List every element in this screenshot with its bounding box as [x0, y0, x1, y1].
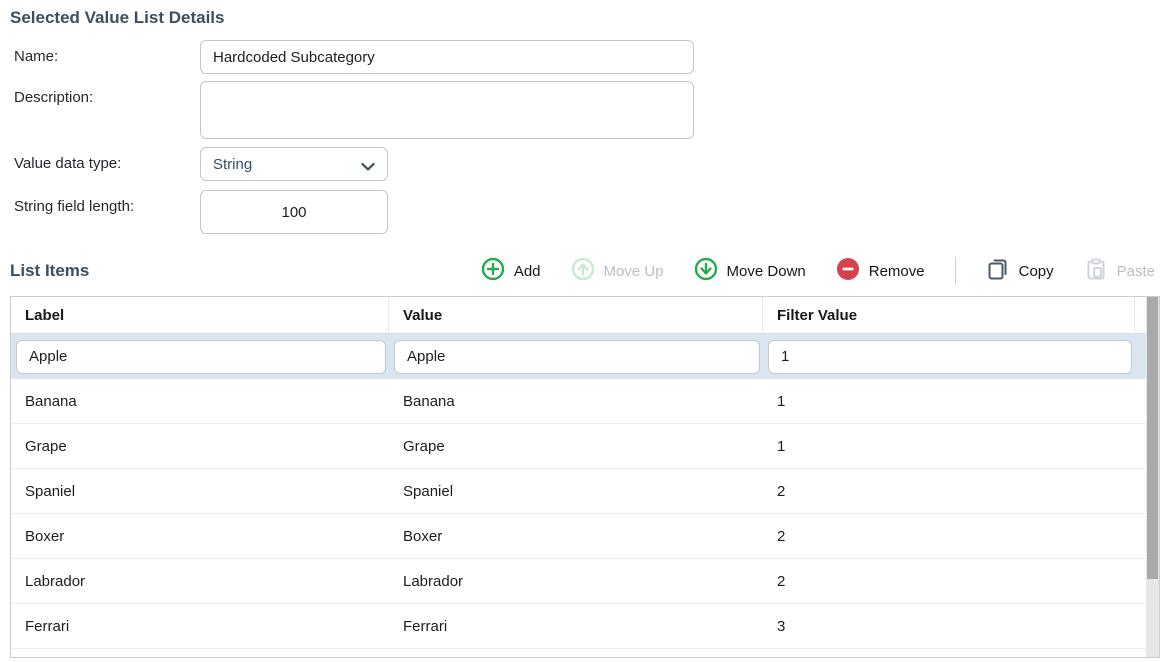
- selected-value-cell: [389, 339, 763, 374]
- paste-icon: [1084, 257, 1108, 285]
- value-data-type-selected: String: [213, 155, 253, 173]
- move-up-icon: [571, 257, 595, 285]
- cell-value: Ferrari: [403, 617, 448, 635]
- selected-filter-value-cell: [763, 339, 1135, 374]
- move-up-button[interactable]: Move Up: [571, 257, 664, 285]
- remove-button[interactable]: Remove: [836, 257, 925, 285]
- table-row[interactable]: Grape Grape 1: [11, 424, 1159, 469]
- add-label: Add: [513, 262, 541, 280]
- cell-label: Labrador: [25, 572, 86, 590]
- cell-value: Spaniel: [403, 482, 454, 500]
- move-down-button[interactable]: Move Down: [694, 257, 806, 285]
- cell-filter-value: 2: [777, 572, 786, 590]
- copy-label: Copy: [1018, 262, 1054, 280]
- cell-filter-value: 2: [777, 482, 786, 500]
- remove-icon: [836, 257, 860, 285]
- table-scrollbar[interactable]: [1146, 297, 1159, 657]
- column-header-filter-value[interactable]: Filter Value: [763, 297, 1135, 334]
- cell-value: Labrador: [403, 572, 464, 590]
- scrollbar-thumb[interactable]: [1147, 297, 1158, 579]
- paste-label: Paste: [1116, 262, 1155, 280]
- list-items-title: List Items: [10, 261, 90, 280]
- cell-label: Banana: [25, 392, 77, 410]
- table-row[interactable]: Boxer Boxer 2: [11, 514, 1159, 559]
- name-label: Name:: [14, 48, 59, 65]
- add-icon: [481, 257, 505, 285]
- value-data-type-label: Value data type:: [14, 155, 122, 172]
- list-items-table: Label Value Filter Value Banana Banana 1…: [10, 296, 1160, 658]
- table-header-row: Label Value Filter Value: [11, 297, 1159, 334]
- cell-label: Grape: [25, 437, 67, 455]
- chevron-down-icon: [361, 159, 375, 177]
- cell-filter-value: 1: [777, 437, 786, 455]
- selected-label-cell: [11, 339, 389, 374]
- column-header-value[interactable]: Value: [389, 297, 763, 334]
- table-row[interactable]: Banana Banana 1: [11, 379, 1159, 424]
- cell-value: Boxer: [403, 527, 443, 545]
- table-row[interactable]: Spaniel Spaniel 2: [11, 469, 1159, 514]
- page-title: Selected Value List Details: [10, 8, 225, 27]
- name-input[interactable]: [200, 40, 694, 74]
- string-field-length-label: String field length:: [14, 198, 135, 215]
- table-row[interactable]: Labrador Labrador 2: [11, 559, 1159, 604]
- cell-filter-value: 1: [777, 392, 786, 410]
- cell-label: Boxer: [25, 527, 65, 545]
- details-form: Name: Description: Value data type: Stri…: [0, 40, 1170, 234]
- string-field-length-input[interactable]: [200, 190, 388, 234]
- cell-value: Banana: [403, 392, 455, 410]
- cell-label: Ferrari: [25, 617, 70, 635]
- description-label: Description:: [14, 89, 94, 106]
- selected-row-filter-value-input[interactable]: [768, 339, 1132, 374]
- list-items-toolbar: Add Move Up Move Down: [481, 257, 1155, 285]
- table-row-selected[interactable]: [11, 334, 1159, 379]
- string-field-length-row: String field length:: [0, 190, 1170, 234]
- description-row: Description:: [0, 81, 1170, 139]
- copy-icon: [986, 257, 1010, 285]
- selected-row-value-input[interactable]: [394, 339, 760, 374]
- move-down-icon: [694, 257, 718, 285]
- name-row: Name:: [0, 40, 1170, 74]
- value-data-type-row: Value data type: String: [0, 147, 1170, 181]
- description-input[interactable]: [200, 81, 694, 139]
- add-button[interactable]: Add: [481, 257, 541, 285]
- value-data-type-select[interactable]: String: [200, 147, 388, 181]
- copy-button[interactable]: Copy: [986, 257, 1054, 285]
- paste-button[interactable]: Paste: [1084, 257, 1155, 285]
- cell-label: Spaniel: [25, 482, 76, 500]
- selected-row-label-input[interactable]: [16, 339, 386, 374]
- cell-filter-value: 3: [777, 617, 786, 635]
- move-down-label: Move Down: [726, 262, 806, 280]
- column-header-label[interactable]: Label: [11, 297, 389, 334]
- toolbar-divider: [954, 257, 956, 285]
- move-up-label: Move Up: [603, 262, 664, 280]
- remove-label: Remove: [868, 262, 925, 280]
- table-row[interactable]: Ferrari Ferrari 3: [11, 604, 1159, 649]
- cell-value: Grape: [403, 437, 445, 455]
- cell-filter-value: 2: [777, 527, 786, 545]
- list-items-bar: List Items Add Move Up: [10, 254, 1155, 288]
